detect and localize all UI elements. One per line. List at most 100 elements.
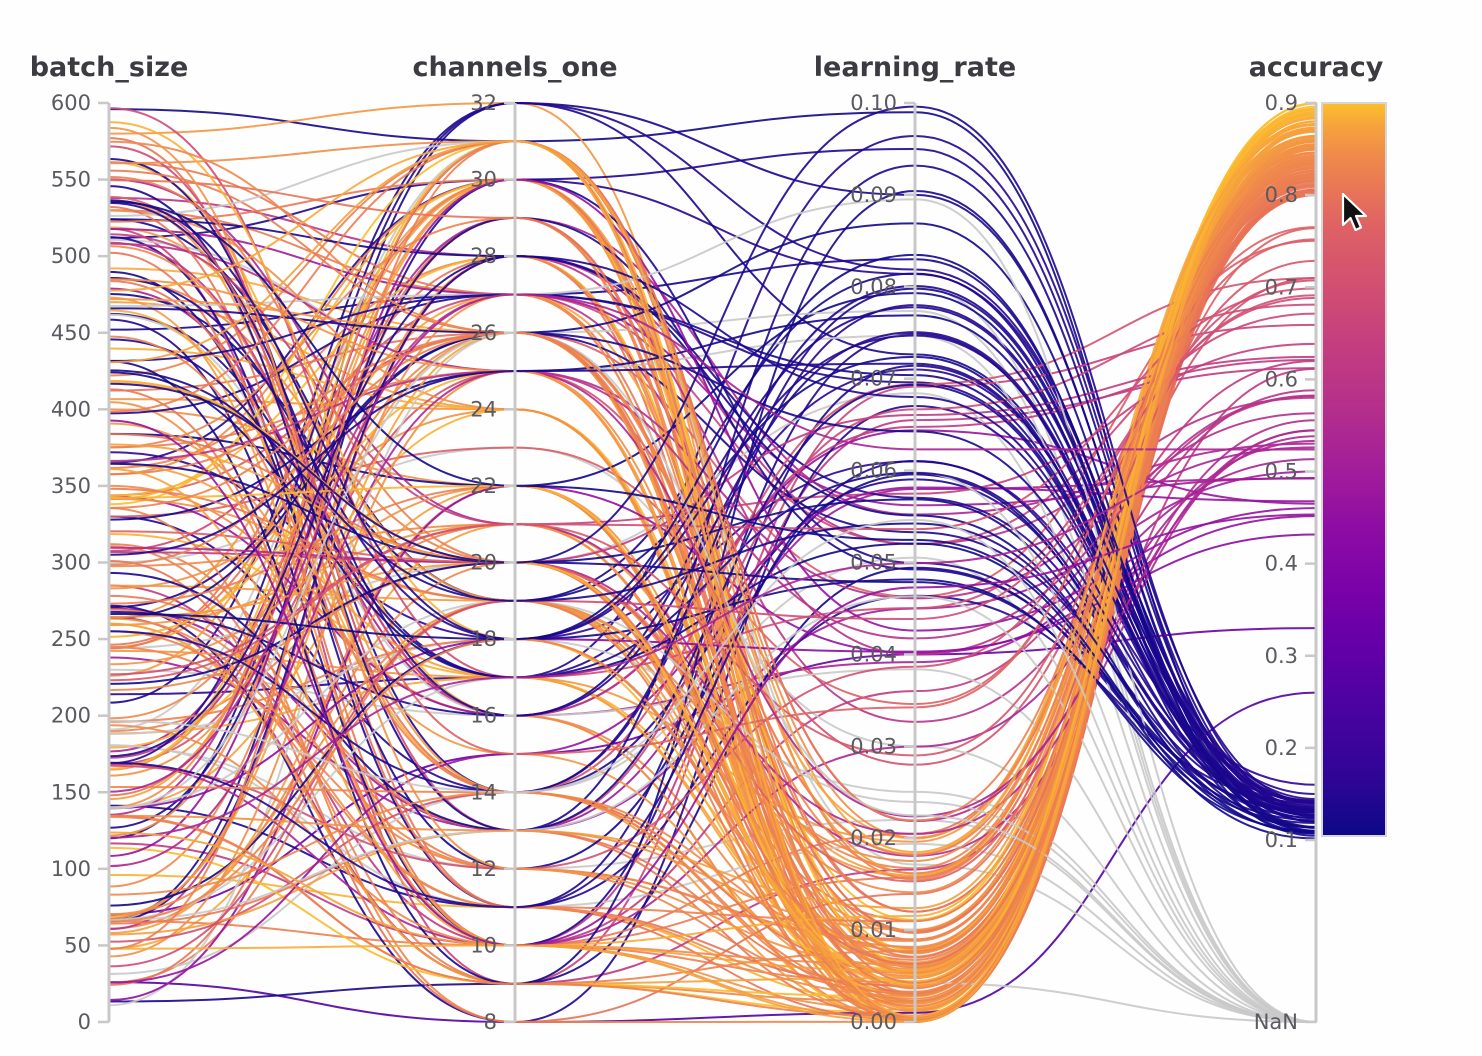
tick-label: 250 — [51, 627, 91, 651]
tick-label: 8 — [484, 1010, 497, 1034]
trial-polyline[interactable] — [108, 518, 1317, 1023]
tick-label: 0 — [78, 1010, 91, 1034]
tick-label: 600 — [51, 91, 91, 115]
axis-channels_one[interactable]: channels_one 32 30 28 26 24 22 20 18 16 14 12 10 8 — [412, 52, 617, 1034]
trial-polyline[interactable] — [108, 105, 1317, 811]
trial-polyline[interactable] — [108, 294, 1317, 968]
axis-accuracy[interactable]: accuracy 0.9 0.8 0.7 0.6 0.5 0.4 0.3 0.2 0.1 NaN — [1249, 52, 1384, 1034]
tick-label: 0.5 — [1265, 460, 1298, 484]
trial-polyline[interactable] — [108, 140, 1317, 839]
tick-label: 24 — [470, 397, 497, 421]
trial-polyline[interactable] — [108, 151, 1317, 916]
tick-label: 400 — [51, 397, 91, 421]
tick-label: 10 — [470, 933, 497, 957]
tick-label: 0.05 — [850, 551, 897, 575]
tick-label: 0.2 — [1265, 736, 1298, 760]
trial-polyline[interactable] — [108, 362, 1317, 812]
trial-polyline[interactable] — [108, 331, 1317, 1023]
trial-polyline[interactable] — [108, 161, 1317, 1000]
tick-label: 20 — [470, 551, 497, 575]
tick-label: 0.00 — [850, 1010, 897, 1034]
tick-label: 0.06 — [850, 459, 897, 483]
tick-label: 28 — [470, 244, 497, 268]
trial-polyline[interactable] — [108, 140, 1317, 984]
tick-label: 14 — [470, 780, 497, 804]
tick-label: 0.9 — [1265, 91, 1298, 115]
trial-polyline[interactable] — [108, 255, 1317, 811]
trial-polyline[interactable] — [108, 255, 1317, 931]
axis-title-batch_size: batch_size — [30, 52, 189, 83]
trial-polyline[interactable] — [108, 293, 1317, 793]
tick-label: 0.7 — [1265, 275, 1298, 299]
trial-polyline[interactable] — [108, 140, 1317, 950]
tick-label: 50 — [64, 933, 91, 957]
tick-label: 0.04 — [850, 642, 897, 666]
trial-polyline[interactable] — [108, 178, 1317, 857]
tick-label: 350 — [51, 474, 91, 498]
tick-label: 12 — [470, 857, 497, 881]
tick-label: 18 — [470, 627, 497, 651]
tick-label: 0.1 — [1265, 828, 1298, 852]
axis-title-accuracy: accuracy — [1249, 52, 1384, 83]
tick-label: 150 — [51, 780, 91, 804]
colorbar[interactable] — [1321, 102, 1387, 837]
axis-title-learning_rate: learning_rate — [814, 52, 1016, 83]
axis-learning_rate[interactable]: learning_rate 0.10 0.09 0.08 0.07 0.06 0.05 0.0… — [814, 52, 1016, 1034]
trial-polyline[interactable] — [108, 259, 1317, 757]
polyline-layer[interactable] — [108, 101, 1317, 1024]
tick-label: 500 — [51, 244, 91, 268]
tick-label: 550 — [51, 168, 91, 192]
tick-label: 26 — [470, 321, 497, 345]
trial-polyline[interactable] — [108, 419, 1317, 947]
tick-label: 0.8 — [1265, 183, 1298, 207]
tick-label: 0.08 — [850, 275, 897, 299]
tick-label: 300 — [51, 551, 91, 575]
trial-polyline[interactable] — [108, 253, 1317, 833]
tick-label: 200 — [51, 704, 91, 728]
tick-label: 0.02 — [850, 826, 897, 850]
trial-polyline[interactable] — [108, 293, 1317, 820]
tick-label: 100 — [51, 857, 91, 881]
trial-polyline[interactable] — [108, 238, 1317, 1023]
trial-polyline[interactable] — [108, 293, 1317, 552]
trial-polyline[interactable] — [108, 126, 1317, 1023]
tick-label: 0.10 — [850, 91, 897, 115]
trial-polyline[interactable] — [108, 744, 1317, 1023]
tick-label: 0.4 — [1265, 552, 1298, 576]
trial-polyline[interactable] — [108, 120, 1317, 1018]
trial-polyline[interactable] — [108, 460, 1317, 909]
tick-label: 0.07 — [850, 367, 897, 391]
trial-polyline[interactable] — [108, 370, 1317, 868]
tick-label: 30 — [470, 168, 497, 192]
trial-polyline[interactable] — [108, 199, 1317, 808]
trial-polyline[interactable] — [108, 178, 1317, 857]
axis-title-channels_one: channels_one — [412, 52, 617, 83]
trial-polyline[interactable] — [108, 172, 1317, 857]
colorbar-gradient[interactable] — [1322, 103, 1386, 836]
tick-label: 0.03 — [850, 734, 897, 758]
trial-polyline[interactable] — [108, 147, 1317, 814]
tick-label-nan: NaN — [1254, 1010, 1298, 1034]
trial-polyline[interactable] — [108, 126, 1317, 854]
tick-label: 0.6 — [1265, 367, 1298, 391]
tick-label: 450 — [51, 321, 91, 345]
trial-polyline[interactable] — [108, 446, 1317, 839]
tick-label: 16 — [470, 704, 497, 728]
trial-polyline[interactable] — [108, 638, 1317, 1023]
trial-polyline[interactable] — [108, 595, 1317, 1023]
trial-polyline[interactable] — [108, 200, 1317, 834]
tick-label: 0.3 — [1265, 644, 1298, 668]
colorbar-frame — [1321, 102, 1387, 837]
trial-polyline[interactable] — [108, 599, 1317, 1023]
trial-polyline[interactable] — [108, 152, 1317, 997]
trial-polyline[interactable] — [108, 198, 1317, 1023]
tick-label: 0.09 — [850, 183, 897, 207]
trial-polyline[interactable] — [108, 307, 1317, 816]
axis-batch_size[interactable]: batch_size600550500450400350300250200150… — [30, 52, 189, 1034]
trial-polyline[interactable] — [108, 369, 1317, 819]
axes-layer: batch_size600550500450400350300250200150… — [30, 52, 1384, 1034]
tick-label: 0.01 — [850, 918, 897, 942]
tick-label: 32 — [470, 91, 497, 115]
